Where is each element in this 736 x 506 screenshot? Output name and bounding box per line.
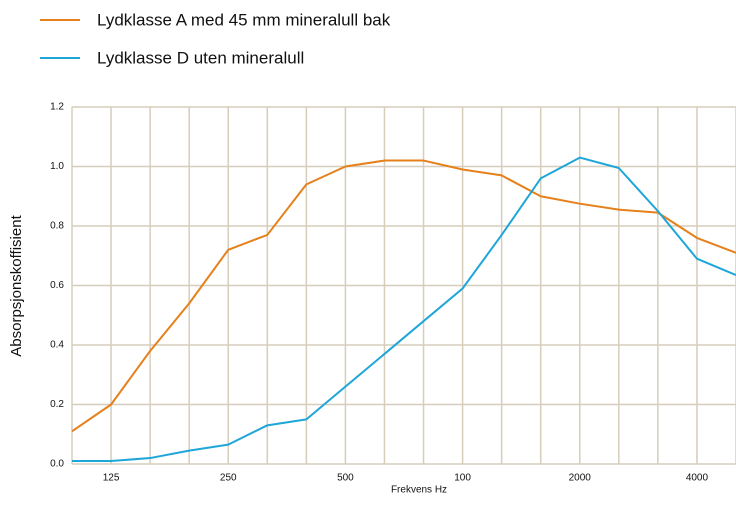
x-tick-label: 100: [454, 473, 471, 484]
legend-label: Lydklasse D uten mineralull: [97, 48, 304, 67]
y-axis-label: Absorpsjonskoffisient: [8, 214, 25, 356]
legend-label: Lydklasse A med 45 mm mineralull bak: [97, 10, 391, 29]
x-tick-label: 125: [103, 473, 120, 484]
x-tick-label: 500: [337, 473, 354, 484]
y-tick-label: 0.2: [50, 399, 64, 410]
x-tick-label: 2000: [569, 473, 592, 484]
x-axis-label: Frekvens Hz: [391, 485, 447, 496]
x-tick-label: 4000: [686, 473, 709, 484]
y-tick-label: 0.4: [50, 340, 64, 351]
series-line: [71, 159, 736, 433]
y-tick-label: 0.0: [50, 459, 64, 470]
y-tick-label: 1.2: [50, 102, 64, 113]
x-tick-label: 250: [220, 473, 237, 484]
series-line: [72, 156, 736, 463]
y-tick-label: 1.0: [50, 161, 64, 172]
y-tick-label: 0.6: [50, 280, 64, 291]
y-tick-label: 0.8: [50, 221, 64, 232]
